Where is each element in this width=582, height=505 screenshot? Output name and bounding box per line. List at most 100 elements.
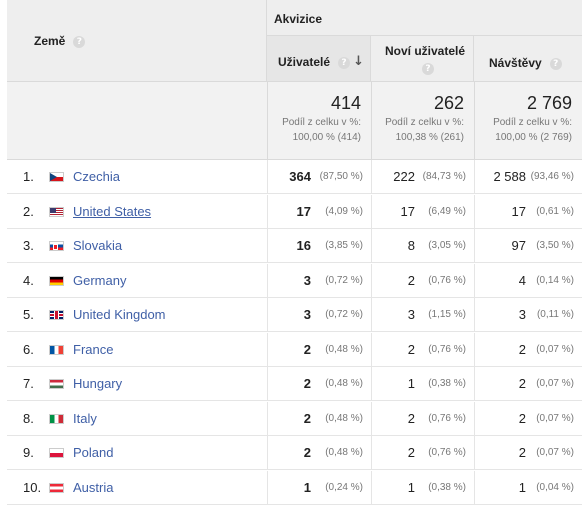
sessions-cell: 2 588 (93,46 %) xyxy=(474,160,582,193)
new-users-percent: (3,05 %) xyxy=(428,240,466,251)
country-flag-icon xyxy=(49,275,64,286)
users-column-header[interactable]: Uživatelé? ↓ xyxy=(267,36,371,82)
users-total-share-label: Podíl z celku v %: xyxy=(282,117,361,128)
users-value: 1 xyxy=(303,479,311,495)
users-column-label: Uživatelé xyxy=(278,55,331,69)
sessions-value: 97 xyxy=(511,238,526,253)
country-link[interactable]: France xyxy=(73,341,114,357)
new-users-total-value: 262 xyxy=(433,93,464,113)
help-icon[interactable]: ? xyxy=(73,35,86,48)
sort-descending-icon[interactable]: ↓ xyxy=(353,54,364,69)
new-users-cell: 1 (0,38 %) xyxy=(371,470,474,504)
country-column-header[interactable]: Země? xyxy=(7,0,267,82)
country-link[interactable]: United States xyxy=(73,203,152,219)
country-link[interactable]: Italy xyxy=(73,410,97,426)
acquisition-group-header: Akvizice xyxy=(267,0,582,36)
country-link[interactable]: Czechia xyxy=(73,169,120,184)
table-row: 4. Germany 3 (0,72 %) 2 (0,76 %) 4 (0,14… xyxy=(7,263,582,298)
users-total-value: 414 xyxy=(330,93,361,113)
sessions-total-share-label: Podíl z celku v %: xyxy=(493,117,572,128)
new-users-cell: 2 (0,76 %) xyxy=(371,263,474,297)
sessions-percent: (0,07 %) xyxy=(536,412,574,424)
sessions-cell: 2 (0,07 %) xyxy=(474,367,582,400)
table-row: 10. Austria 1 (0,24 %) 1 (0,38 %) 1 (0,0… xyxy=(7,470,582,505)
sessions-total-share-value: 100,00 % (2 769) xyxy=(495,132,572,143)
new-users-value: 2 xyxy=(407,341,415,357)
new-users-cell: 2 (0,76 %) xyxy=(371,401,474,435)
new-users-value: 1 xyxy=(407,479,415,495)
sessions-percent: (0,07 %) xyxy=(536,378,574,389)
sessions-percent: (0,61 %) xyxy=(536,205,574,217)
users-value: 3 xyxy=(303,307,311,322)
row-number: 9. xyxy=(23,445,34,460)
sessions-percent: (0,11 %) xyxy=(536,309,574,320)
help-icon[interactable]: ? xyxy=(338,56,351,69)
country-link[interactable]: Austria xyxy=(73,479,114,495)
sessions-cell: 1 (0,04 %) xyxy=(474,470,582,504)
table-row: 9. Poland 2 (0,48 %) 2 (0,76 %) 2 (0,07 … xyxy=(7,436,582,470)
new-users-percent: (0,76 %) xyxy=(428,343,466,355)
country-flag-icon xyxy=(49,310,64,320)
new-users-percent: (84,73 %) xyxy=(422,171,466,182)
users-cell: 2 (0,48 %) xyxy=(267,367,371,400)
new-users-value: 17 xyxy=(400,203,415,219)
sessions-cell: 17 (0,61 %) xyxy=(474,194,582,228)
help-icon[interactable]: ? xyxy=(549,57,562,70)
users-total: 414 Podíl z celku v %: 100,00 % (414) xyxy=(267,82,371,159)
table-row: 7. Hungary 2 (0,48 %) 1 (0,38 %) 2 (0,07… xyxy=(7,367,582,401)
country-link[interactable]: United Kingdom xyxy=(73,307,166,322)
new-users-column-label: Noví uživatelé xyxy=(385,44,466,58)
users-percent: (0,24 %) xyxy=(325,481,363,493)
country-link[interactable]: Slovakia xyxy=(73,238,123,253)
users-percent: (0,48 %) xyxy=(325,378,363,389)
acquisition-label: Akvizice xyxy=(274,12,323,26)
sessions-percent: (0,14 %) xyxy=(536,274,574,286)
users-cell: 2 (0,48 %) xyxy=(267,332,371,366)
new-users-value: 3 xyxy=(407,307,415,322)
new-users-percent: (1,15 %) xyxy=(428,309,466,320)
users-cell: 3 (0,72 %) xyxy=(267,263,371,297)
row-number: 3. xyxy=(23,238,34,253)
users-percent: (0,48 %) xyxy=(325,447,363,458)
users-value: 364 xyxy=(289,169,311,184)
new-users-percent: (0,76 %) xyxy=(428,274,466,286)
new-users-column-header[interactable]: Noví uživatelé ? xyxy=(371,36,474,82)
help-icon[interactable]: ? xyxy=(422,63,434,75)
sessions-value: 3 xyxy=(518,307,526,322)
new-users-value: 2 xyxy=(407,445,415,460)
row-number: 10. xyxy=(23,479,42,495)
sessions-cell: 3 (0,11 %) xyxy=(474,298,582,331)
users-cell: 16 (3,85 %) xyxy=(267,229,371,262)
row-number: 7. xyxy=(23,376,34,391)
new-users-percent: (0,38 %) xyxy=(428,378,466,389)
users-cell: 3 (0,72 %) xyxy=(267,298,371,331)
users-cell: 364 (87,50 %) xyxy=(267,160,371,193)
sessions-value: 2 xyxy=(518,376,526,391)
users-percent: (0,48 %) xyxy=(325,343,363,355)
country-link[interactable]: Poland xyxy=(73,445,114,460)
table-row: 5. United Kingdom 3 (0,72 %) 3 (1,15 %) … xyxy=(7,298,582,332)
country-link[interactable]: Germany xyxy=(73,272,127,288)
row-number: 8. xyxy=(23,410,34,426)
sessions-percent: (0,07 %) xyxy=(536,343,574,355)
users-percent: (0,72 %) xyxy=(325,274,363,286)
sessions-value: 2 xyxy=(518,410,526,426)
users-value: 16 xyxy=(296,238,311,253)
sessions-total: 2 769 Podíl z celku v %: 100,00 % (2 769… xyxy=(474,82,582,159)
users-percent: (4,09 %) xyxy=(325,205,363,217)
new-users-cell: 8 (3,05 %) xyxy=(371,229,474,262)
sessions-value: 17 xyxy=(511,203,526,219)
new-users-total: 262 Podíl z celku v %: 100,38 % (261) xyxy=(371,82,474,159)
sessions-value: 1 xyxy=(518,479,526,495)
new-users-value: 8 xyxy=(407,238,415,253)
sessions-column-header[interactable]: Návštěvy? xyxy=(474,36,582,82)
users-value: 2 xyxy=(303,376,311,391)
users-cell: 2 (0,48 %) xyxy=(267,401,371,435)
country-link[interactable]: Hungary xyxy=(73,376,123,391)
sessions-value: 2 xyxy=(518,445,526,460)
new-users-cell: 1 (0,38 %) xyxy=(371,367,474,400)
country-flag-icon xyxy=(49,379,64,389)
country-flag-icon xyxy=(49,448,64,458)
sessions-total-value: 2 769 xyxy=(526,93,572,113)
